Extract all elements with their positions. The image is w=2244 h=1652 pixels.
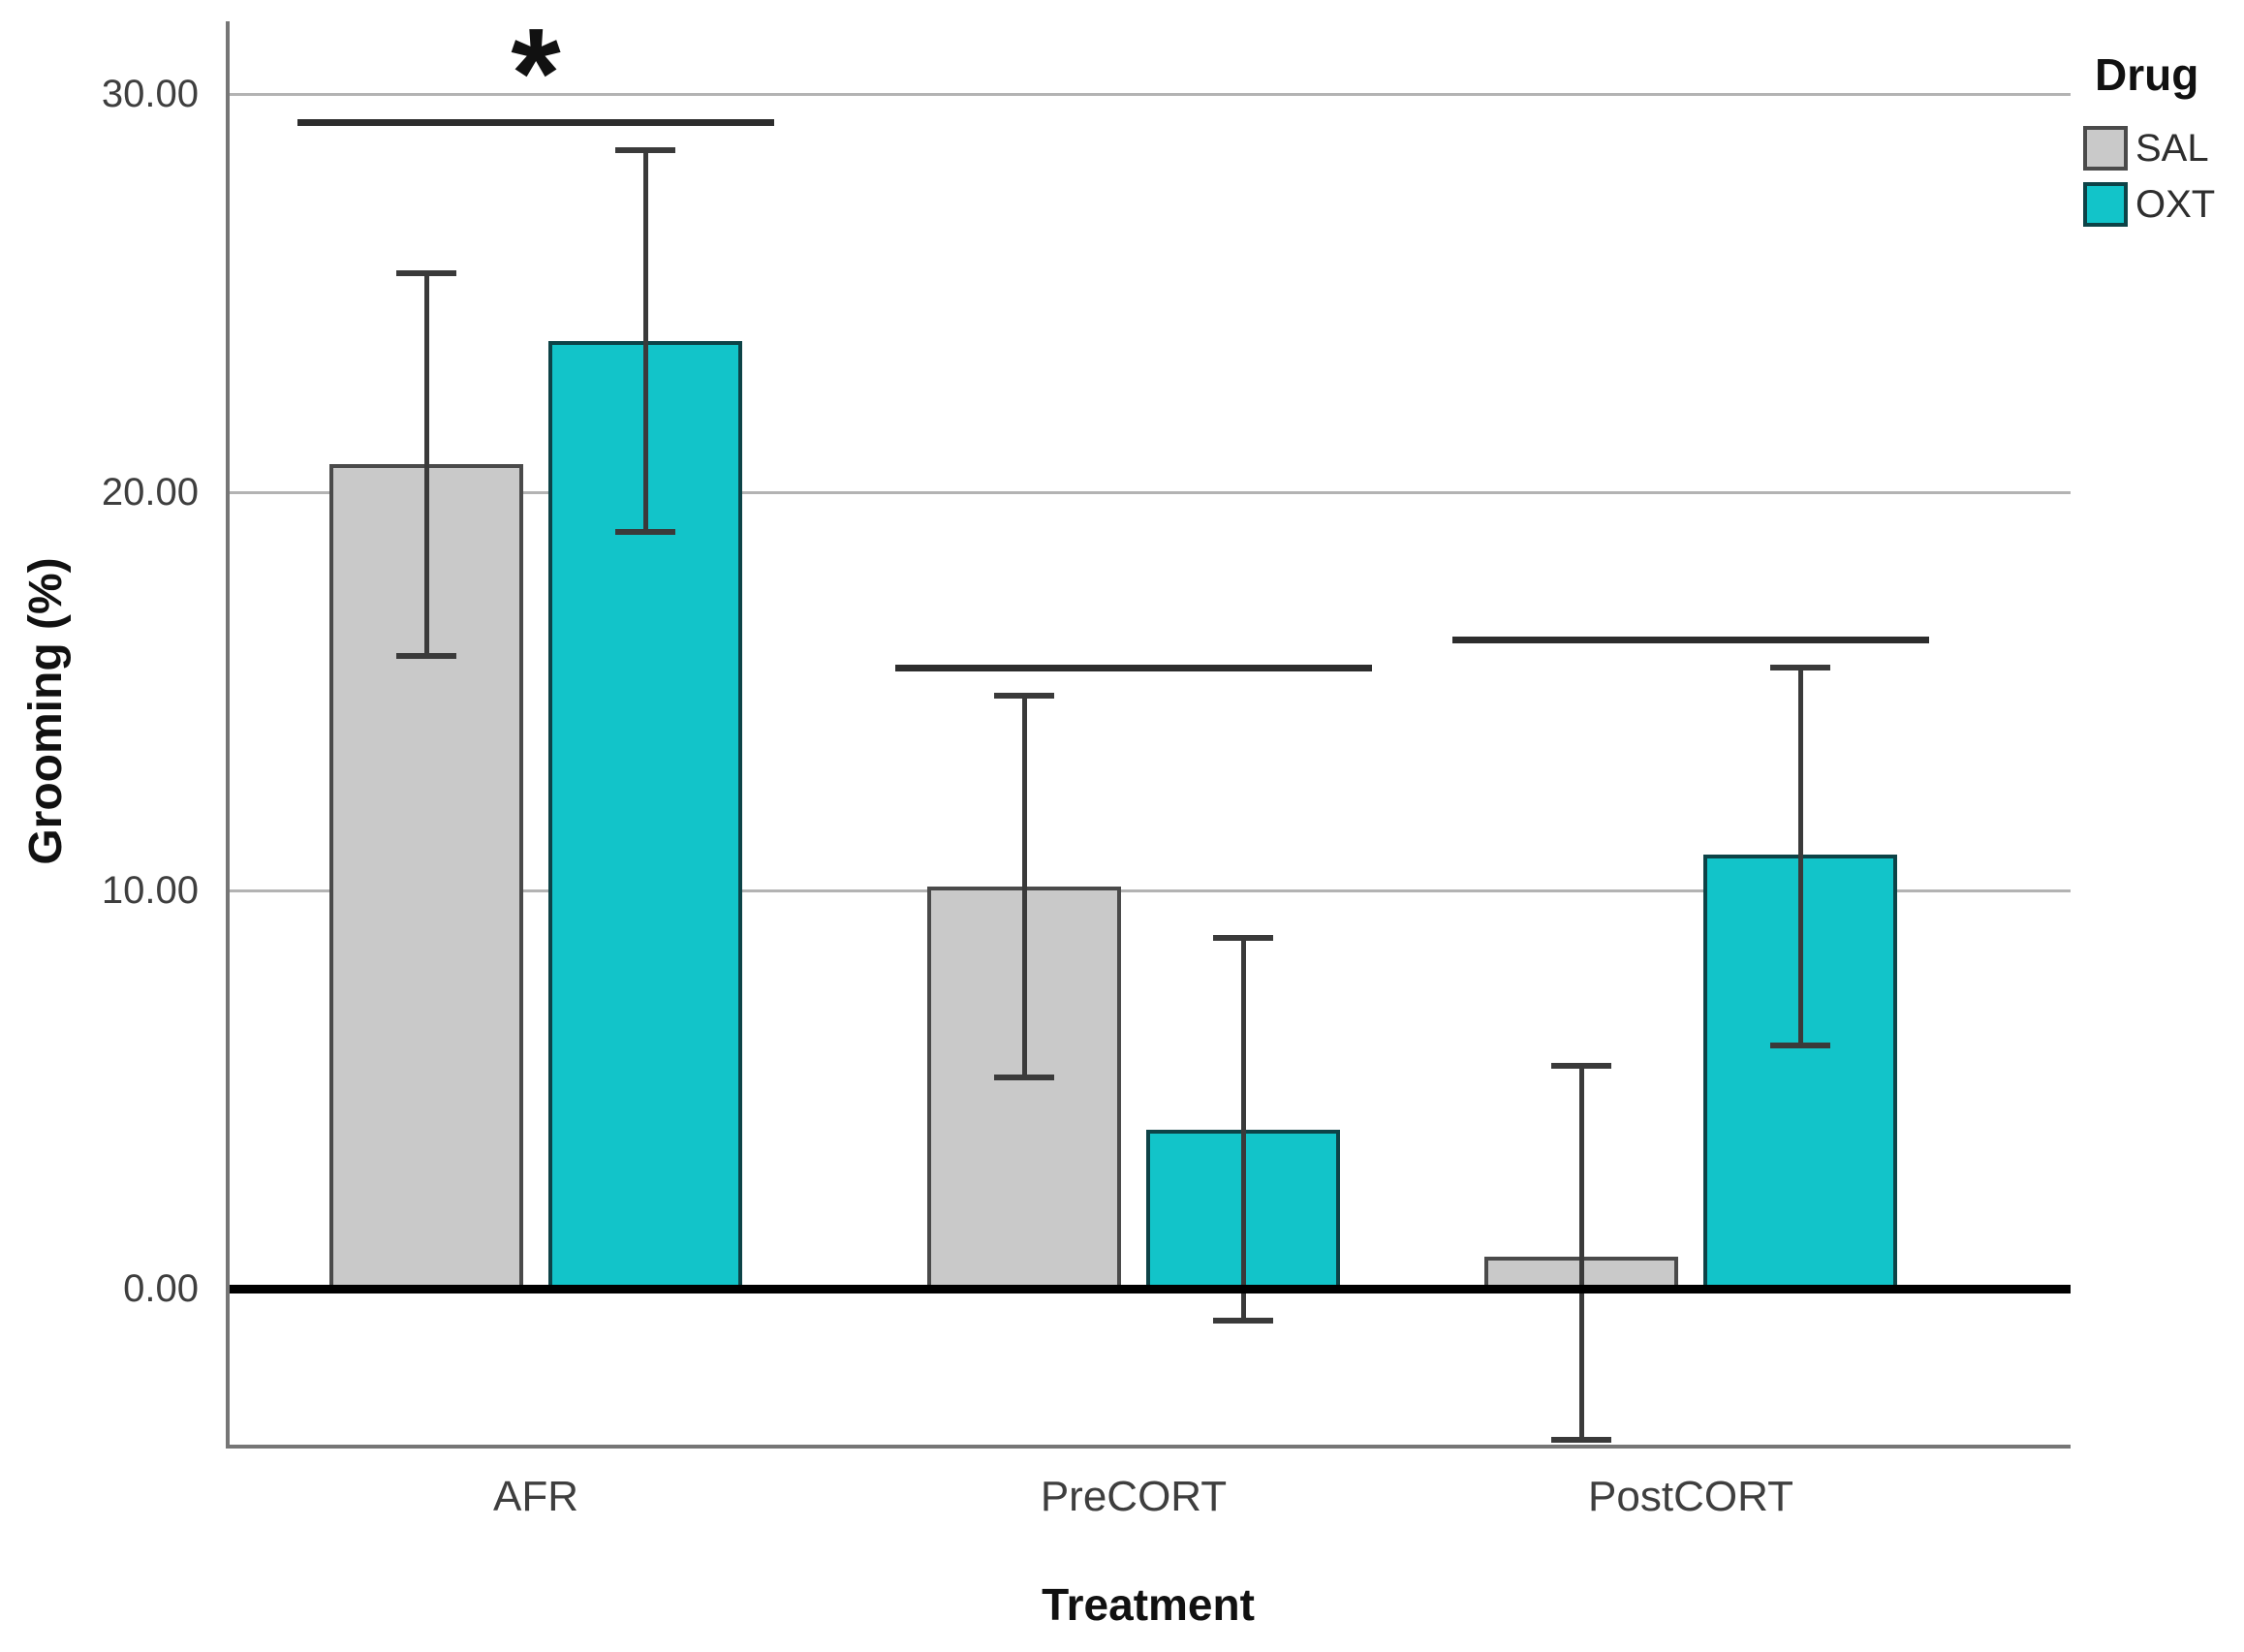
error-bar-cap	[1213, 935, 1273, 942]
plot-area: *	[226, 5, 2071, 1449]
error-bar-cap	[1213, 1317, 1273, 1324]
error-bar-cap	[396, 652, 456, 659]
legend-swatch-sal	[2083, 126, 2128, 171]
error-bar-cap	[1770, 1043, 1830, 1049]
legend-entry-oxt: OXT	[2083, 182, 2244, 227]
y-tick-label: 10.00	[101, 869, 199, 912]
error-bar	[643, 149, 648, 533]
error-bar	[1798, 667, 1803, 1046]
legend-label-oxt: OXT	[2135, 182, 2216, 226]
legend: Drug SAL OXT	[2083, 48, 2244, 238]
error-bar	[424, 272, 429, 656]
significance-line	[895, 664, 1372, 671]
y-axis-title: Grooming (%)	[20, 557, 72, 865]
gridline	[226, 491, 2071, 494]
bar-oxt-afr	[548, 340, 742, 1294]
significance-line	[1452, 637, 1929, 644]
gridline	[226, 93, 2071, 96]
significance-line	[297, 118, 774, 126]
error-bar	[1579, 1065, 1584, 1441]
x-category-label: PostCORT	[1588, 1473, 1793, 1520]
legend-swatch-oxt	[2083, 182, 2128, 227]
error-bar-cap	[994, 1075, 1054, 1081]
bar-oxt-postcort	[1703, 855, 1897, 1294]
error-bar-cap	[615, 146, 675, 153]
legend-entry-sal: SAL	[2083, 126, 2244, 171]
x-category-label: PreCORT	[1040, 1473, 1228, 1520]
gridline	[226, 889, 2071, 892]
x-axis-title: Treatment	[1042, 1579, 1255, 1630]
y-tick-label: 0.00	[123, 1267, 199, 1310]
error-bar-cap	[615, 529, 675, 536]
error-bar-cap	[1770, 664, 1830, 670]
y-tick-label: 30.00	[101, 73, 199, 115]
error-bar-cap	[1551, 1062, 1611, 1069]
error-bar-cap	[396, 269, 456, 276]
legend-title: Drug	[2095, 49, 2199, 100]
error-bar	[1022, 695, 1027, 1078]
significance-asterisk: *	[511, 1, 561, 144]
error-bar-cap	[994, 692, 1054, 699]
x-axis-frame-line	[226, 1445, 2071, 1449]
error-bar-cap	[1551, 1437, 1611, 1444]
zero-baseline	[226, 1285, 2071, 1294]
error-bar	[1241, 938, 1246, 1321]
x-category-label: AFR	[493, 1473, 578, 1520]
legend-label-sal: SAL	[2135, 126, 2209, 170]
y-tick-label: 20.00	[101, 471, 199, 514]
y-axis-line	[226, 21, 230, 1449]
